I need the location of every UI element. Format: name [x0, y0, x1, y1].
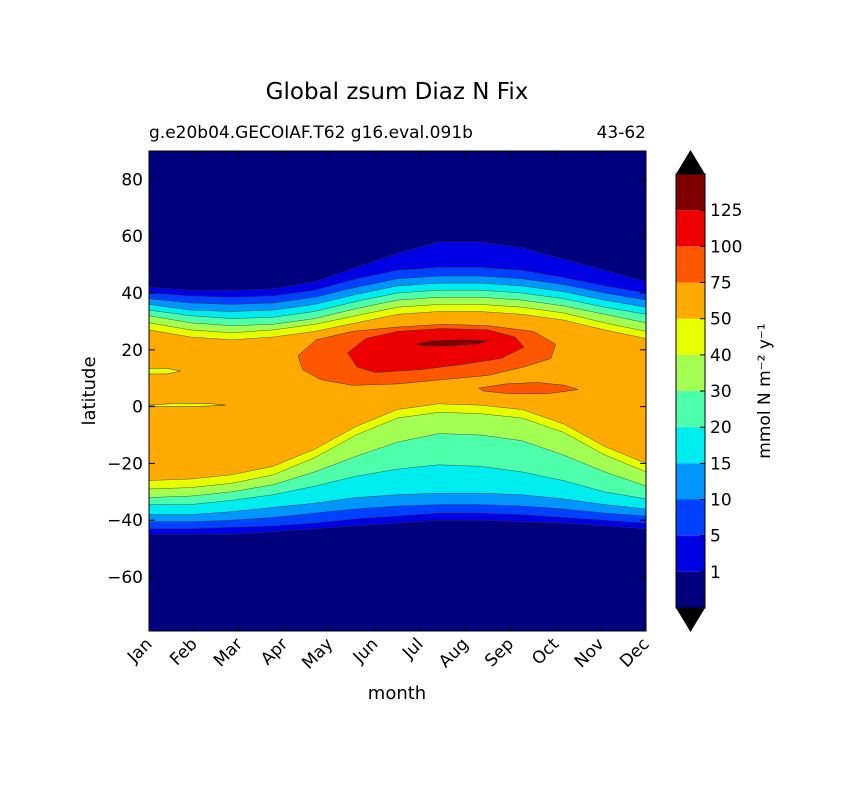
y-tick-label: 0 — [132, 398, 143, 418]
y-tick-label: 40 — [121, 284, 143, 304]
colorbar-segment — [676, 463, 705, 500]
colorbar-tick-label: 1 — [710, 563, 721, 583]
x-tick-label: May — [298, 634, 337, 673]
x-tick-label: Nov — [571, 634, 609, 672]
x-tick-label: Aug — [435, 634, 473, 672]
chart-subtitle-right: 43-62 — [597, 123, 646, 143]
colorbar-segment — [676, 499, 705, 536]
colorbar-segment — [676, 318, 705, 355]
colorbar-segment — [676, 246, 705, 283]
x-tick-label: Jul — [398, 634, 427, 663]
colorbar-tick-label: 20 — [710, 418, 732, 438]
x-tick-label: Oct — [528, 634, 563, 669]
colorbar-tick-label: 5 — [710, 527, 721, 547]
colorbar-segment — [676, 210, 705, 247]
y-tick-label: 80 — [121, 170, 143, 190]
colorbar-segment — [676, 391, 705, 428]
colorbar-segment — [676, 427, 705, 464]
colorbar-tick-label: 30 — [710, 382, 732, 402]
colorbar-extend-top — [676, 150, 705, 174]
contour-region-125 — [415, 339, 489, 347]
chart-subtitle-left: g.e20b04.GECOIAF.T62 g16.eval.091b — [149, 123, 473, 143]
colorbar-segment — [676, 174, 705, 211]
contour-region-50 — [149, 368, 181, 375]
plot-area — [149, 151, 646, 631]
x-tick-label: Jan — [123, 634, 156, 667]
colorbar-extend-bottom — [676, 608, 705, 632]
y-axis-label: latitude — [79, 356, 100, 425]
x-tick-label: Mar — [210, 634, 247, 671]
x-tick-label: Apr — [257, 634, 292, 669]
x-tick-label: Jun — [349, 634, 383, 668]
colorbar-tick-label: 100 — [710, 237, 742, 257]
colorbar-segment — [676, 282, 705, 319]
colorbar-segment — [676, 535, 705, 572]
colorbar-tick-label: 15 — [710, 454, 732, 474]
y-tick-label: 60 — [121, 227, 143, 247]
colorbar-tick-label: 10 — [710, 491, 732, 511]
contour-region-75 — [478, 382, 579, 395]
y-tick-label: 20 — [121, 341, 143, 361]
x-tick-label: Dec — [616, 634, 653, 671]
x-tick-label: Sep — [481, 634, 518, 671]
y-tick-label: −60 — [107, 568, 143, 588]
axes-frame — [148, 150, 647, 632]
chart-title: Global zsum Diaz N Fix — [266, 79, 529, 105]
x-tick-label: Feb — [166, 634, 201, 669]
y-tick-label: −40 — [107, 511, 143, 531]
colorbar-tick-label: 75 — [710, 274, 732, 294]
colorbar-segment — [676, 571, 705, 608]
colorbar-tick-label: 125 — [710, 201, 742, 221]
x-axis-label: month — [368, 683, 426, 704]
colorbar-segment — [676, 354, 705, 391]
contour-region-100 — [347, 328, 525, 373]
colorbar-tick-label: 50 — [710, 310, 732, 330]
y-tick-label: −20 — [107, 454, 143, 474]
colorbar-tick-label: 40 — [710, 346, 732, 366]
colorbar-label: mmol N m⁻² y⁻¹ — [755, 323, 775, 458]
contour-region-50 — [149, 402, 227, 407]
